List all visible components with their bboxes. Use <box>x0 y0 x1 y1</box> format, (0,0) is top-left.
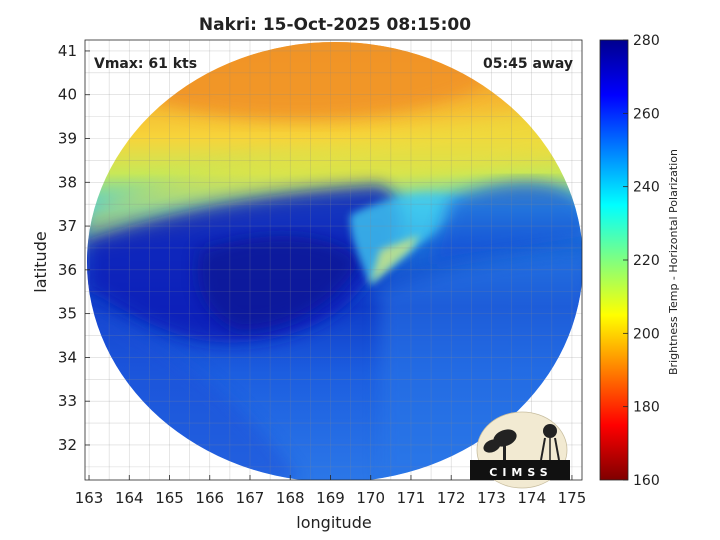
colorbar-tick-label: 240 <box>633 180 660 196</box>
y-tick-label: 36 <box>58 261 77 279</box>
colorbar-tick-label: 160 <box>633 473 660 489</box>
time-away-label: 05:45 away <box>483 56 573 72</box>
x-tick-label: 170 <box>356 489 385 507</box>
y-tick-label: 35 <box>58 305 77 323</box>
x-tick-label: 173 <box>477 489 506 507</box>
x-axis-label: longitude <box>296 513 371 532</box>
y-tick-label: 41 <box>58 42 77 60</box>
colorbar-tick-label: 200 <box>633 326 660 342</box>
x-tick-label: 163 <box>75 489 104 507</box>
y-tick-label: 32 <box>58 436 77 454</box>
x-tick-label: 165 <box>155 489 184 507</box>
colorbar-tick-label: 220 <box>633 253 660 269</box>
x-tick-label: 168 <box>276 489 305 507</box>
vmax-label: Vmax: 61 kts <box>94 56 197 72</box>
x-tick-label: 166 <box>195 489 224 507</box>
y-tick-label: 39 <box>58 130 77 148</box>
y-axis-label: latitude <box>31 231 50 292</box>
y-tick-label: 33 <box>58 392 77 410</box>
y-tick-label: 40 <box>58 86 77 104</box>
x-tick-label: 172 <box>437 489 466 507</box>
colorbar-ticks: 280 260 240 220 200 180 160 <box>623 33 660 489</box>
colorbar-tick-label: 260 <box>633 106 660 122</box>
y-tick-label: 37 <box>58 217 77 235</box>
y-tick-label: 38 <box>58 173 77 191</box>
y-axis-ticks: 32 33 34 35 36 37 38 39 40 41 <box>58 42 90 454</box>
colorbar-label: Brightness Temp - Horizontal Polarizatio… <box>667 149 680 375</box>
x-tick-label: 171 <box>397 489 426 507</box>
cimss-logo: CIMSS <box>470 411 570 489</box>
colorbar-tick-label: 180 <box>633 400 660 416</box>
x-tick-label: 174 <box>517 489 546 507</box>
axes-frame <box>84 39 583 481</box>
x-tick-label: 175 <box>558 489 587 507</box>
cimss-logo-text: CIMSS <box>489 466 552 479</box>
x-tick-label: 167 <box>236 489 265 507</box>
colorbar-tick-label: 280 <box>633 33 660 49</box>
x-tick-label: 164 <box>115 489 144 507</box>
y-tick-label: 34 <box>58 348 77 366</box>
x-tick-label: 169 <box>316 489 345 507</box>
x-axis-ticks: 163 164 165 166 167 168 169 170 171 172 173 174 175 <box>75 475 587 507</box>
figure-title: Nakri: 15-Oct-2025 08:15:00 <box>199 15 471 35</box>
